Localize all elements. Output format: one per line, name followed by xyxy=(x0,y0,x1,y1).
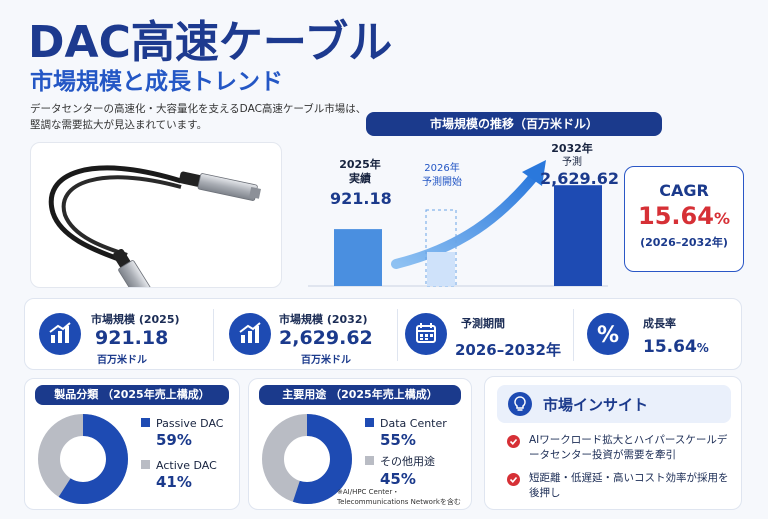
stat-unit: 百万米ドル xyxy=(301,355,351,366)
bar-2032-tag: 予測 xyxy=(562,157,582,168)
stat-market-2032: 市場規模 (2032) 2,629.62 百万米ドル xyxy=(217,299,403,371)
bar-2032-label: 2032年 予測 2,629.62 xyxy=(540,142,619,188)
bar-2026-tag: 予測開始 xyxy=(422,177,462,188)
product-split-title: 製品分類 （2025年売上構成） xyxy=(35,385,229,405)
bar-2026-label: 2026年 予測開始 xyxy=(412,162,472,190)
lightbulb-icon xyxy=(508,392,532,416)
insight-text: AIワークロード拡大とハイパースケールデータセンター投資が需要を牽引 xyxy=(529,434,728,461)
stat-market-2025: 市場規模 (2025) 921.18 百万米ドル xyxy=(25,299,211,371)
bar-2025-value: 921.18 xyxy=(330,189,392,208)
legend-name: その他用途 xyxy=(380,455,435,468)
legend-passive: Passive DAC 59% xyxy=(141,417,223,449)
insights-header: 市場インサイト xyxy=(497,385,731,423)
stat-value: 2,629.62 xyxy=(279,327,373,349)
cagr-period: (2026–2032年) xyxy=(640,236,728,249)
stat-label: 市場規模 (2032) xyxy=(279,313,368,326)
bar-2025-year: 2025年 xyxy=(339,158,381,171)
cagr-box: CAGR 15.64% (2026–2032年) xyxy=(624,166,744,272)
insight-item: 短距離・低遅延・高いコスト効率が採用を後押し xyxy=(507,471,729,503)
bar-2026-forecast xyxy=(427,252,455,286)
stat-value: 2026–2032年 xyxy=(455,341,561,359)
stat-value: 15.64% xyxy=(643,337,709,357)
bar-2025-label: 2025年 実績 921.18 xyxy=(330,158,392,208)
cagr-unit: % xyxy=(713,209,730,228)
legend-swatch xyxy=(365,456,374,465)
stat-forecast-period: 予測期間 2026–2032年 xyxy=(401,299,579,371)
product-split-panel: 製品分類 （2025年売上構成） Passive DAC 59% Active … xyxy=(24,378,240,510)
stat-unit: 百万米ドル xyxy=(97,355,147,366)
cagr-number: 15.64 xyxy=(638,202,714,230)
stat-divider xyxy=(213,309,214,361)
growth-chart-icon xyxy=(39,313,81,355)
legend-active: Active DAC 41% xyxy=(141,459,217,491)
bar-2032-year: 2032年 xyxy=(551,142,593,155)
growth-arrow-icon xyxy=(391,169,541,269)
stat-value: 921.18 xyxy=(95,327,169,349)
svg-text:%: % xyxy=(597,323,619,348)
insights-title: 市場インサイト xyxy=(543,396,649,414)
cagr-label: CAGR xyxy=(659,181,709,200)
stat-divider xyxy=(573,309,574,361)
legend-swatch xyxy=(365,418,374,427)
application-split-title: 主要用途 （2025年売上構成） xyxy=(259,385,461,405)
legend-pct: 59% xyxy=(156,431,192,449)
cable-photo xyxy=(30,142,282,288)
check-icon xyxy=(507,473,520,486)
legend-swatch xyxy=(141,418,150,427)
growth-arrow-head xyxy=(522,160,546,186)
legend-other: その他用途 45% xyxy=(365,453,435,488)
insights-panel: 市場インサイト AIワークロード拡大とハイパースケールデータセンター投資が需要を… xyxy=(484,376,742,510)
check-icon xyxy=(507,435,520,448)
application-donut xyxy=(262,414,352,504)
market-size-chart xyxy=(308,160,608,287)
intro-text: データセンターの高速化・大容量化を支えるDAC高速ケーブル市場は、堅調な需要拡大… xyxy=(30,103,367,131)
legend-name: Passive DAC xyxy=(156,417,224,430)
stat-growth-rate: % 成長率 15.64% xyxy=(577,299,741,371)
percent-icon: % xyxy=(587,313,629,355)
bar-2025 xyxy=(334,229,382,286)
insight-item: AIワークロード拡大とハイパースケールデータセンター投資が需要を牽引 xyxy=(507,433,727,465)
stat-divider xyxy=(397,309,398,361)
donut-segment-passive xyxy=(38,414,128,504)
bar-2032-value: 2,629.62 xyxy=(540,169,619,188)
application-note: ※AI/HPC Center・Telecommunications Networ… xyxy=(337,488,461,506)
bar-2032 xyxy=(554,185,602,286)
page-subtitle: 市場規模と成長トレンド xyxy=(30,69,283,95)
stat-unit: % xyxy=(696,341,709,355)
calendar-icon xyxy=(405,313,447,355)
legend-datacenter: Data Center 55% xyxy=(365,417,447,449)
legend-pct: 45% xyxy=(380,470,416,488)
stats-bar: 市場規模 (2025) 921.18 百万米ドル 市場規模 (2032) 2,6… xyxy=(24,298,742,370)
stat-label: 成長率 xyxy=(643,317,676,330)
product-donut xyxy=(38,414,128,504)
legend-pct: 55% xyxy=(380,431,416,449)
legend-name: Active DAC xyxy=(156,459,217,472)
legend-name: Data Center xyxy=(380,417,447,430)
stat-number: 15.64 xyxy=(643,337,697,357)
growth-chart-icon xyxy=(229,313,271,355)
dac-cable-illustration xyxy=(48,165,262,287)
chart-title: 市場規模の推移（百万米ドル） xyxy=(366,112,662,136)
application-split-panel: 主要用途 （2025年売上構成） Data Center 55% その他用途 4… xyxy=(248,378,472,510)
bar-2025-tag: 実績 xyxy=(349,172,371,185)
insight-text: 短距離・低遅延・高いコスト効率が採用を後押し xyxy=(529,472,729,499)
donut-segment-datacenter xyxy=(262,414,352,504)
legend-pct: 41% xyxy=(156,473,192,491)
stat-label: 予測期間 xyxy=(461,317,505,330)
legend-swatch xyxy=(141,460,150,469)
stat-label: 市場規模 (2025) xyxy=(91,313,180,326)
bar-2026-year: 2026年 xyxy=(424,163,460,174)
page-title: DAC高速ケーブル xyxy=(28,17,393,68)
cagr-value: 15.64% xyxy=(625,202,743,230)
